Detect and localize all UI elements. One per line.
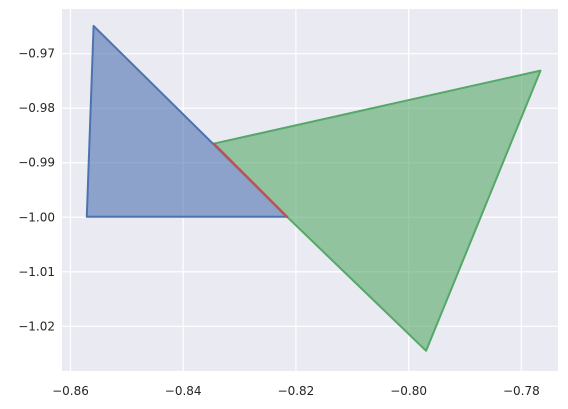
x-axis: −0.86 −0.84 −0.82 −0.80 −0.78: [52, 384, 540, 398]
x-tick-label: −0.86: [52, 384, 89, 398]
y-tick-label: −1.00: [18, 210, 55, 224]
y-axis: −0.97 −0.98 −0.99 −1.00 −1.01 −1.02: [18, 47, 55, 334]
x-tick-label: −0.78: [503, 384, 540, 398]
x-tick-label: −0.84: [165, 384, 202, 398]
plot-shapes: [85, 24, 542, 352]
red-edge-segment: [212, 142, 289, 218]
y-tick-label: −0.99: [18, 156, 55, 170]
x-tick-label: −0.82: [278, 384, 315, 398]
y-tick-label: −0.97: [18, 47, 55, 61]
y-tick-label: −1.02: [18, 319, 55, 333]
y-tick-label: −1.01: [18, 265, 55, 279]
x-tick-label: −0.80: [390, 384, 427, 398]
y-tick-label: −0.98: [18, 101, 55, 115]
blue-triangle: [85, 24, 288, 218]
